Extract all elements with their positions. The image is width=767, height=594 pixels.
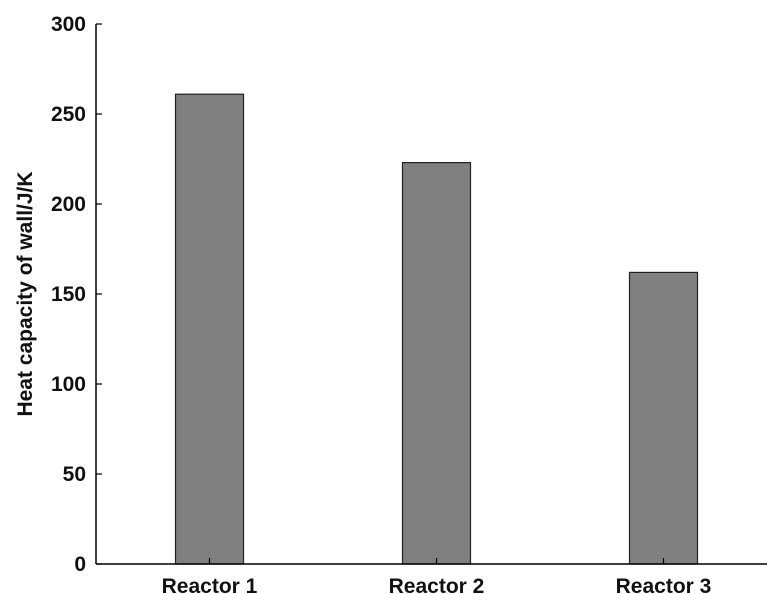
bar-reactor-2 <box>401 162 472 565</box>
bar-reactor-3 <box>628 271 699 565</box>
x-axis-ticks: Reactor 1 Reactor 2 Reactor 3 <box>162 558 712 594</box>
x-tick-label: Reactor 2 <box>389 575 485 594</box>
bars-group <box>174 93 699 565</box>
x-tick-label: Reactor 1 <box>162 575 258 594</box>
y-tick-label: 0 <box>74 553 86 576</box>
y-tick-label: 50 <box>63 463 86 486</box>
y-axis-ticks: 0 50 100 150 200 250 300 <box>51 13 102 576</box>
y-tick-label: 200 <box>51 193 86 216</box>
y-tick-label: 300 <box>51 13 86 36</box>
y-tick-label: 100 <box>51 373 86 396</box>
y-tick-label: 150 <box>51 283 86 306</box>
y-axis-title: Heat capacity of wall/J/K <box>14 171 37 416</box>
x-tick-label: Reactor 3 <box>616 575 712 594</box>
y-tick-label: 250 <box>51 103 86 126</box>
bar-reactor-1 <box>174 93 245 565</box>
